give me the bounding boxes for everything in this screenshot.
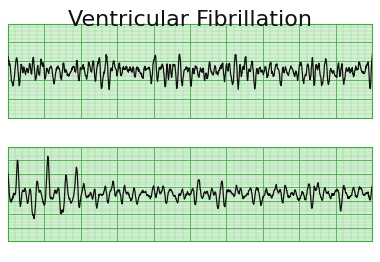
Text: Ventricular Fibrillation: Ventricular Fibrillation — [68, 10, 312, 30]
